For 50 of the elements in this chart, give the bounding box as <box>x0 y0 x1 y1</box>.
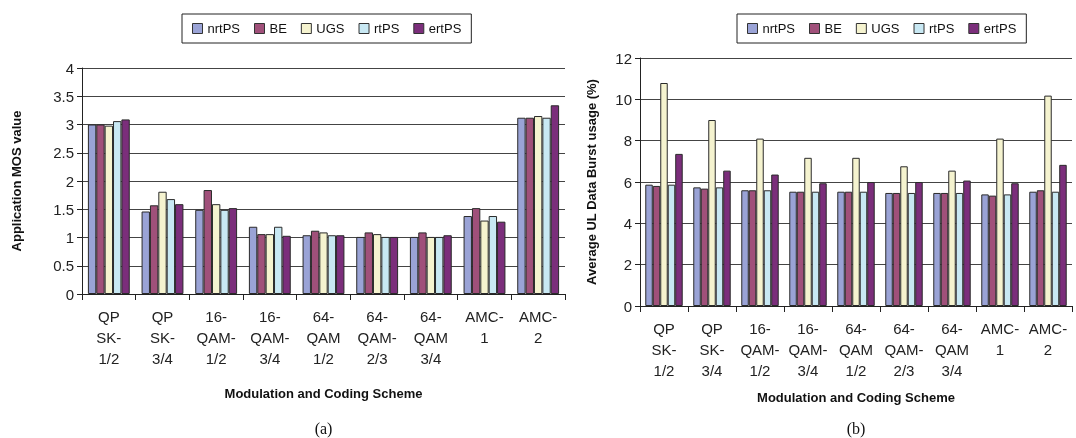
y-tick-label: 6 <box>623 173 632 191</box>
y-tick-label: 8 <box>623 132 632 150</box>
x-tick-label: 16- QAM- 3/4 <box>250 308 290 367</box>
x-tick-label: QP SK- 1/2 <box>96 308 122 367</box>
x-tick-label: AMC- 1 <box>465 308 504 346</box>
x-tick-label: AMC- 2 <box>519 308 558 346</box>
legend-label: rtPS <box>374 21 400 36</box>
y-axis-title: Application MOS value <box>9 110 24 252</box>
x-tick-label: AMC- 2 <box>1028 320 1068 358</box>
y-tick-label: 2 <box>623 256 632 274</box>
y-tick-label: 12 <box>615 49 632 67</box>
x-tick-label: 64- QAM- 2/3 <box>884 320 924 379</box>
legend-label: BE <box>824 21 843 36</box>
y-tick-label: 4 <box>623 214 632 232</box>
y-tick-label: 3.5 <box>53 87 74 105</box>
y-tick-label: 2.5 <box>53 144 74 162</box>
legend-label: rtPS <box>929 21 955 36</box>
x-tick-label: 64- QAM 1/2 <box>306 308 341 367</box>
text: (a) <box>314 419 333 438</box>
text: (b) <box>846 419 866 438</box>
legend-label: nrtPS <box>762 21 796 36</box>
legend-label: UGS <box>871 21 900 36</box>
x-tick-label: QP SK- 1/2 <box>651 320 677 379</box>
y-tick-label: 4 <box>65 59 74 77</box>
x-tick-label: 64- QAM 3/4 <box>934 320 970 379</box>
x-tick-label: 16- QAM- 3/4 <box>788 320 828 379</box>
y-tick-label: 2 <box>65 172 74 190</box>
x-tick-label: 16- QAM- 1/2 <box>196 308 236 367</box>
legend-label: ertPS <box>983 21 1017 36</box>
x-tick-label: AMC- 1 <box>980 320 1020 358</box>
x-tick-label: 64- QAM- 2/3 <box>357 308 397 367</box>
x-axis-title: Modulation and Coding Scheme <box>757 390 955 405</box>
x-tick-label: QP SK- 3/4 <box>699 320 725 379</box>
y-tick-label: 0.5 <box>53 257 74 275</box>
y-tick-label: 1 <box>65 229 74 246</box>
y-tick-label: 1.5 <box>53 200 74 218</box>
legend-label: nrtPS <box>207 21 241 36</box>
y-tick-label: 0 <box>65 285 74 303</box>
x-tick-label: 16- QAM- 1/2 <box>740 320 780 379</box>
legend-label: BE <box>269 21 288 36</box>
x-tick-label: 64- QAM 1/2 <box>838 320 874 379</box>
legend-label: UGS <box>316 21 345 36</box>
x-axis-title: Modulation and Coding Scheme <box>224 386 423 401</box>
x-tick-label: QP SK- 3/4 <box>149 308 176 367</box>
y-tick-label: 10 <box>615 90 632 108</box>
y-tick-label: 0 <box>623 297 632 315</box>
y-tick-label: 3 <box>65 116 74 133</box>
legend-label: ertPS <box>428 21 462 36</box>
x-tick-label: 64- QAM 3/4 <box>413 308 448 367</box>
y-axis-title: Average UL Data Burst usage (%) <box>584 79 599 285</box>
